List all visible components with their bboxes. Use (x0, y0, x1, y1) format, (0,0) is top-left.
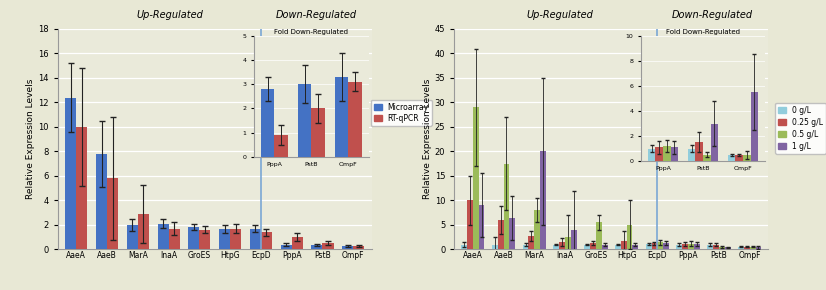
Bar (510, 218, 515, 249)
Bar (534, 210, 540, 249)
Y-axis label: Relative Expression Levels: Relative Expression Levels (26, 79, 36, 200)
Legend: 0 g/L, 0.25 g/L, 0.5 g/L, 1 g/L: 0 g/L, 0.25 g/L, 0.5 g/L, 1 g/L (775, 103, 826, 154)
Bar (584, 244, 590, 249)
Bar (719, 247, 724, 249)
Bar (498, 220, 504, 249)
Bar (138, 214, 149, 249)
Bar (601, 244, 608, 249)
Text: Up-Regulated: Up-Regulated (136, 10, 203, 20)
Bar (676, 244, 682, 249)
Bar (219, 229, 230, 249)
Text: Down-Regulated: Down-Regulated (672, 10, 753, 20)
Bar (744, 247, 750, 249)
Bar (322, 243, 334, 249)
Bar (523, 244, 529, 249)
Bar (96, 154, 107, 249)
Bar (724, 247, 731, 249)
Bar (571, 230, 577, 249)
Bar (199, 230, 211, 249)
Bar (559, 242, 565, 249)
Bar (694, 244, 700, 249)
Bar (311, 245, 322, 249)
Bar (565, 237, 571, 249)
Bar (354, 246, 364, 249)
Text: Up-Regulated: Up-Regulated (526, 10, 593, 20)
Bar (756, 247, 762, 249)
Bar (478, 205, 485, 249)
Bar (188, 227, 199, 249)
Bar (553, 244, 559, 249)
Bar (169, 229, 180, 249)
Bar (472, 107, 478, 249)
Y-axis label: Relative Expression Levels: Relative Expression Levels (423, 79, 432, 200)
Bar (707, 244, 713, 249)
Bar (461, 244, 467, 249)
Bar (590, 242, 596, 249)
Bar (713, 244, 719, 249)
Bar (646, 244, 652, 249)
Legend: Microarray, RT-qPCR: Microarray, RT-qPCR (371, 99, 432, 126)
Bar (76, 127, 88, 249)
Bar (467, 200, 472, 249)
Bar (652, 243, 657, 249)
Bar (596, 222, 601, 249)
Bar (627, 225, 633, 249)
Bar (65, 97, 76, 249)
Bar (750, 247, 756, 249)
Bar (158, 224, 169, 249)
Bar (249, 229, 261, 249)
Bar (663, 243, 669, 249)
Bar (281, 244, 292, 249)
Bar (657, 242, 663, 249)
Bar (621, 241, 627, 249)
Bar (633, 244, 638, 249)
Bar (688, 244, 694, 249)
Bar (738, 247, 744, 249)
Bar (491, 244, 498, 249)
Bar (292, 237, 303, 249)
Bar (261, 232, 272, 249)
Bar (230, 229, 241, 249)
Bar (126, 225, 138, 249)
Text: Down-Regulated: Down-Regulated (276, 10, 357, 20)
Bar (615, 244, 621, 249)
Bar (107, 178, 118, 249)
Bar (682, 244, 688, 249)
Bar (529, 236, 534, 249)
Bar (504, 164, 510, 249)
Bar (540, 151, 546, 249)
Bar (342, 246, 354, 249)
